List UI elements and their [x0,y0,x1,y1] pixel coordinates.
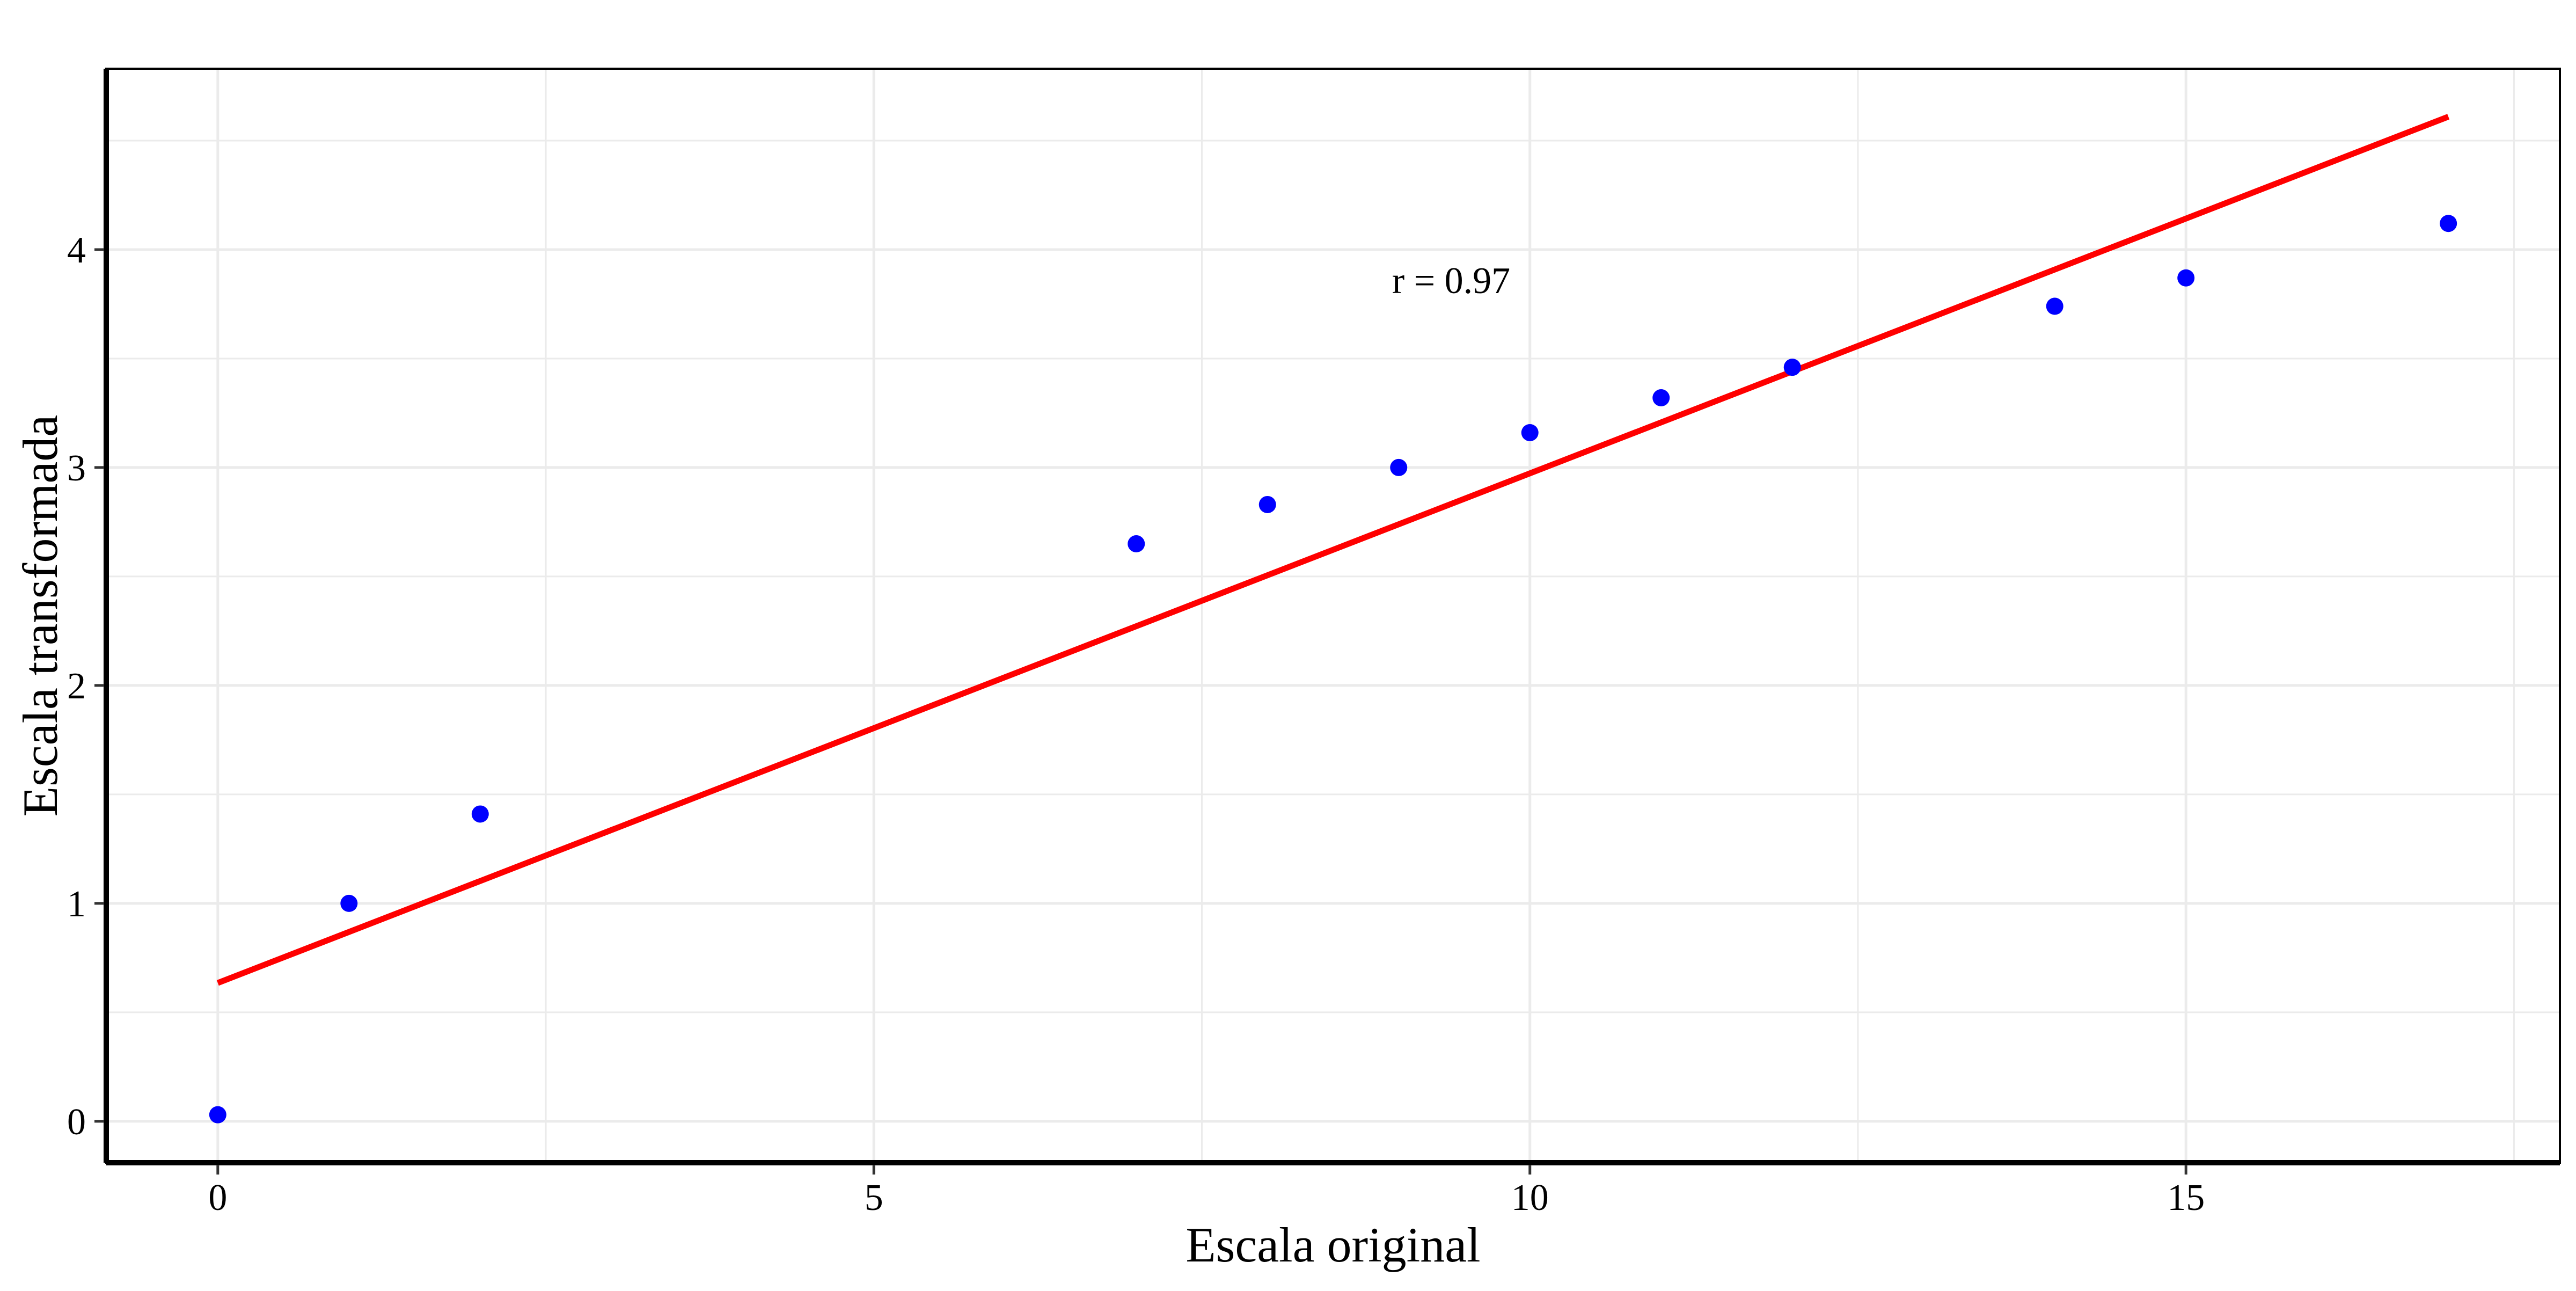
data-point [1652,389,1670,407]
x-axis-label: Escala original [1185,1217,1480,1272]
data-point [1521,424,1539,441]
x-tick-label: 10 [1511,1177,1549,1219]
panel-border [105,68,2561,1164]
data-point [340,894,358,912]
data-point [1783,359,1801,376]
data-point [2440,215,2457,232]
axes [94,68,2561,1175]
data-point [2046,297,2063,315]
y-tick-label: 3 [67,448,86,489]
y-tick-label: 0 [67,1102,86,1143]
data-point [1390,458,1408,476]
tick-labels: 0 5 10 15 0 1 2 3 4 [67,230,2205,1219]
points-layer [209,215,2457,1124]
y-tick-label: 1 [67,884,86,925]
correlation-annotation: r = 0.97 [1392,260,1510,302]
x-tick-label: 5 [865,1177,883,1219]
grid [106,69,2560,1163]
data-point [2177,269,2195,287]
x-tick-label: 0 [208,1177,227,1219]
data-point [209,1106,226,1124]
data-point [1128,535,1145,553]
data-point [1258,495,1276,513]
y-tick-label: 4 [67,230,86,271]
data-point [471,805,489,823]
y-axis-label: Escala transformada [13,415,68,816]
x-tick-label: 15 [2167,1177,2205,1219]
regression-line [216,114,2450,986]
y-tick-label: 2 [67,666,86,707]
fit-line-layer [216,114,2450,986]
